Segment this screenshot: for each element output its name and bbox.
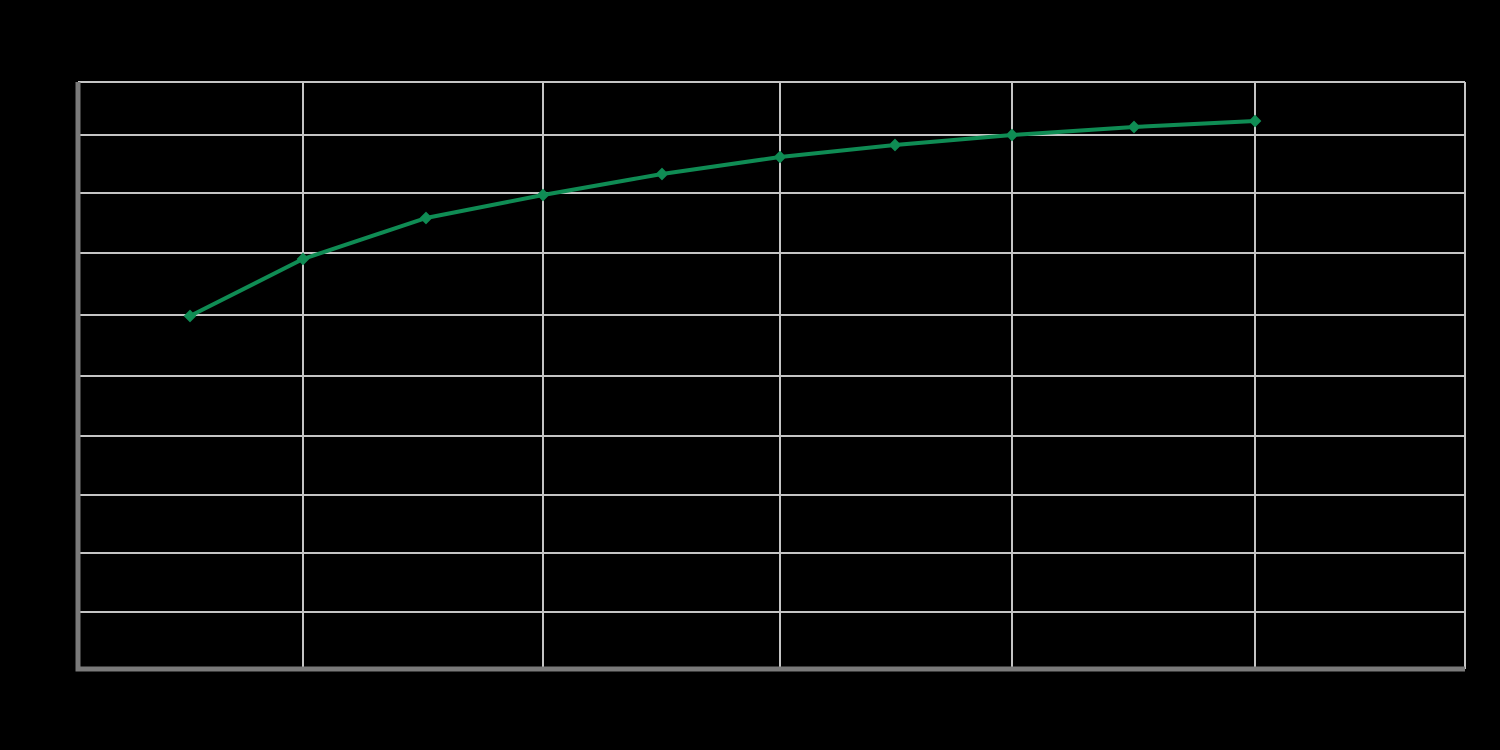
series-marker xyxy=(889,139,900,150)
line-chart xyxy=(0,0,1500,750)
series-marker xyxy=(1249,115,1260,126)
series-line xyxy=(190,121,1255,316)
series-marker xyxy=(774,151,785,162)
chart-svg xyxy=(0,0,1500,750)
series-marker xyxy=(420,212,431,223)
series-marker xyxy=(1006,129,1017,140)
series-marker xyxy=(1128,121,1139,132)
series-marker xyxy=(537,189,548,200)
series-marker xyxy=(656,168,667,179)
